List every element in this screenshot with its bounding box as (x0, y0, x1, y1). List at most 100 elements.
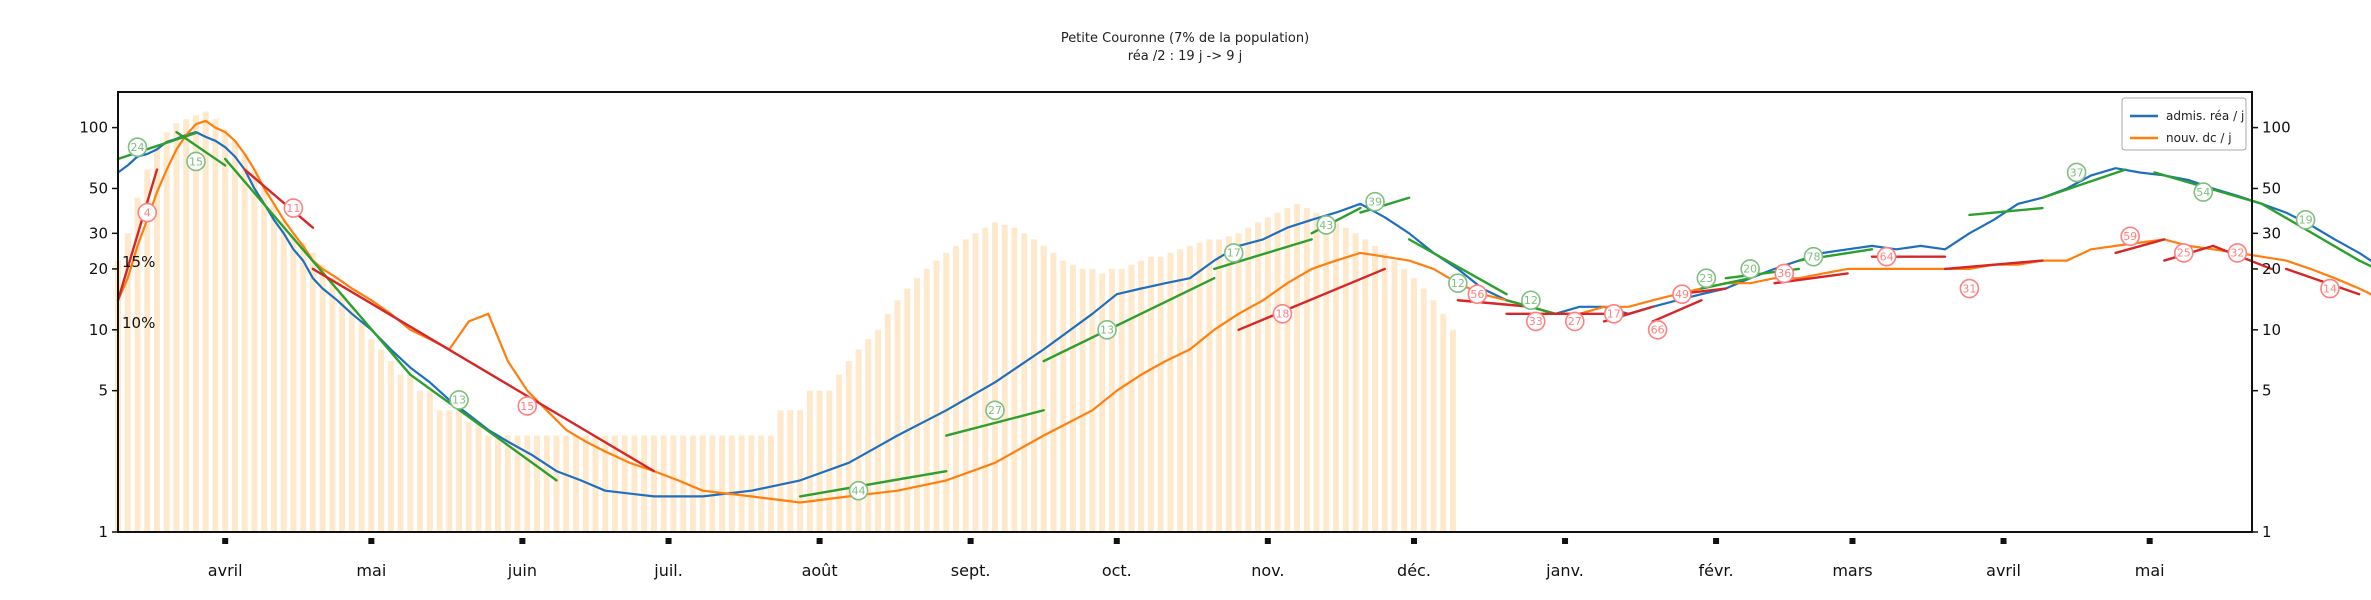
background-bar (134, 197, 141, 532)
background-bar (787, 410, 794, 532)
background-bar (582, 435, 589, 532)
background-bar (1186, 245, 1193, 532)
background-bar (962, 239, 969, 532)
trend-badge-label: 54 (2196, 186, 2210, 199)
trend-badge-label: 56 (1470, 288, 1484, 301)
background-bar (1040, 245, 1047, 532)
background-bar (329, 278, 336, 532)
background-bar (280, 219, 287, 532)
background-bar (728, 435, 735, 532)
trend-badge-label: 4 (144, 206, 151, 219)
background-bar (923, 268, 930, 532)
background-bar (1303, 208, 1310, 532)
background-bar (611, 435, 618, 532)
legend-label: admis. réa / j (2166, 109, 2244, 123)
trend-line-decreasing (1407, 238, 1508, 296)
background-bar (738, 435, 745, 532)
background-bar (1264, 217, 1271, 532)
background-bar (1147, 256, 1154, 532)
background-bar (407, 374, 414, 532)
trend-line-decreasing (2041, 168, 2127, 199)
background-bar (241, 154, 248, 532)
background-bar (982, 227, 989, 532)
background-bar (1021, 233, 1028, 532)
trend-badge-circle (1672, 284, 1692, 304)
background-bar (1206, 239, 1213, 532)
background-bar (1342, 227, 1349, 532)
background-bar (358, 321, 365, 532)
trend-badge-circle (1603, 303, 1624, 324)
trend-line-decreasing (409, 373, 558, 482)
trend-badge-circle (1223, 243, 1244, 263)
trend-badge-label: 15 (520, 400, 534, 413)
trend-line-increasing (1943, 259, 2044, 271)
background-bar (446, 410, 453, 532)
trend-badge-circle (283, 198, 304, 218)
trend-badge-label: 17 (1227, 247, 1241, 260)
trend-badge-circle (2120, 226, 2140, 247)
y-tick-label-left: 10 (89, 321, 108, 339)
background-bar (1430, 300, 1437, 532)
trend-badge-label: 20 (1743, 263, 1757, 276)
background-bar (1118, 268, 1125, 532)
month-label: mai (356, 561, 386, 580)
trend-badge-circle (2173, 243, 2194, 263)
background-bar (417, 390, 424, 532)
trend-line-increasing (1237, 267, 1386, 332)
trend-badge-label: 12 (1524, 294, 1538, 307)
trend-line-decreasing (1213, 238, 1313, 271)
background-bar (553, 435, 560, 532)
trend-badge-label: 66 (1651, 324, 1665, 337)
background-bar (514, 435, 521, 532)
trend-line-decreasing (798, 469, 948, 498)
background-bar (397, 374, 404, 532)
month-label: oct. (1102, 561, 1132, 580)
background-bar (222, 129, 229, 532)
trend-badge-label: 15 (189, 155, 203, 168)
series-line-deces (116, 119, 2371, 504)
y-tick-label-right: 10 (2262, 321, 2281, 339)
background-bar (1274, 212, 1281, 533)
trend-badge-circle (1959, 278, 1980, 299)
month-label: avril (208, 561, 243, 580)
background-bar (1401, 268, 1408, 532)
badge-layer: 24 4 15 11 13 15 44 27 13 17 18 43 39 12 56 12 33 27 17 66 4… (127, 137, 2340, 501)
trend-badge-circle (1647, 320, 1668, 340)
y-tick-label-right: 100 (2262, 119, 2291, 137)
trend-badge-label: 37 (2070, 166, 2084, 179)
small-marker-label: 10% (122, 314, 155, 332)
trend-badge-circle (1272, 303, 1293, 324)
background-bar (631, 435, 638, 532)
trend-line-decreasing (175, 130, 227, 167)
series-layer (116, 119, 2371, 504)
background-bar (1440, 313, 1447, 532)
trend-badge-label: 32 (2230, 247, 2244, 260)
background-bar (1235, 233, 1242, 532)
trend-line-increasing (116, 168, 159, 302)
month-tick (967, 538, 974, 544)
background-bar (1089, 268, 1096, 532)
y-tick-label-left: 20 (89, 260, 108, 278)
legend-layer: admis. réa / j nouv. dc / j (2121, 97, 2247, 151)
y-tick-label-right: 50 (2262, 179, 2281, 197)
background-bar (1011, 227, 1018, 532)
background-bar (504, 435, 511, 532)
trend-badge-circle (1467, 284, 1488, 304)
trend-badge-label: 78 (1807, 250, 1821, 263)
background-bar (368, 339, 375, 532)
background-bar (1050, 252, 1057, 532)
trend-badge-label: 23 (1699, 272, 1713, 285)
plot-frame (117, 91, 2253, 533)
background-bar (202, 111, 209, 532)
background-bar (1108, 268, 1115, 532)
trend-badge-circle (2295, 209, 2316, 230)
background-bar (1323, 217, 1330, 532)
background-bar (192, 115, 199, 533)
trend-badge-circle (985, 400, 1005, 421)
trend-badge-label: 36 (1777, 267, 1791, 280)
trend-badge-label: 33 (1529, 315, 1543, 328)
background-bar (378, 349, 385, 532)
trend-line-decreasing (1359, 196, 1411, 214)
background-bar (1245, 227, 1252, 532)
